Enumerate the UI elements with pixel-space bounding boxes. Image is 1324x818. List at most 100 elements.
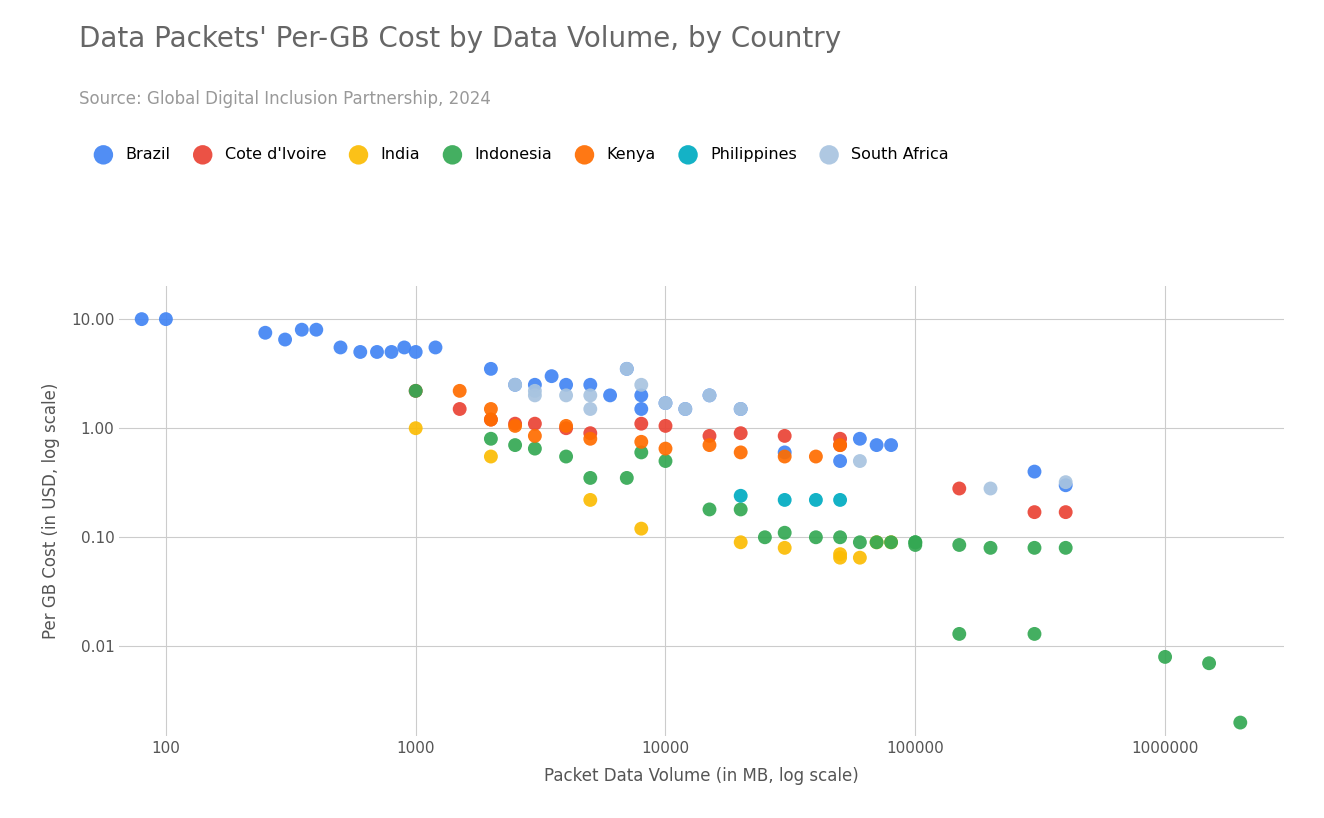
Brazil (481, 362, 502, 375)
Indonesia (775, 526, 796, 539)
Brazil (330, 341, 351, 354)
Brazil (393, 341, 414, 354)
South Africa (556, 389, 577, 402)
X-axis label: Packet Data Volume (in MB, log scale): Packet Data Volume (in MB, log scale) (544, 767, 859, 785)
South Africa (524, 389, 545, 402)
South Africa (655, 397, 677, 410)
Brazil (580, 378, 601, 391)
South Africa (675, 402, 696, 416)
Indonesia (904, 538, 925, 551)
India (880, 536, 902, 549)
Indonesia (904, 536, 925, 549)
Brazil (849, 432, 870, 445)
Brazil (600, 389, 621, 402)
Philippines (730, 489, 751, 502)
Indonesia (1055, 542, 1076, 555)
South Africa (1055, 475, 1076, 488)
Philippines (805, 493, 826, 506)
Kenya (730, 446, 751, 459)
Brazil (730, 402, 751, 416)
Cote d'Ivoire (1023, 506, 1045, 519)
Cote d'Ivoire (580, 427, 601, 440)
South Africa (980, 482, 1001, 495)
Kenya (699, 438, 720, 452)
Cote d'Ivoire (949, 482, 970, 495)
Brazil (504, 378, 526, 391)
Indonesia (949, 627, 970, 640)
Brazil (367, 345, 388, 358)
Cote d'Ivoire (699, 429, 720, 443)
India (730, 536, 751, 549)
Brazil (425, 341, 446, 354)
India (830, 547, 851, 560)
Indonesia (849, 536, 870, 549)
Indonesia (504, 438, 526, 452)
Cote d'Ivoire (504, 417, 526, 430)
Brazil (405, 345, 426, 358)
Brazil (675, 402, 696, 416)
Indonesia (866, 536, 887, 549)
Brazil (556, 378, 577, 391)
Cote d'Ivoire (775, 429, 796, 443)
Kenya (449, 384, 470, 398)
Kenya (805, 450, 826, 463)
Cote d'Ivoire (481, 413, 502, 426)
Indonesia (524, 442, 545, 455)
Indonesia (616, 471, 637, 484)
Indonesia (699, 503, 720, 516)
Brazil (274, 333, 295, 346)
Kenya (481, 402, 502, 416)
Brazil (655, 397, 677, 410)
Legend: Brazil, Cote d'Ivoire, India, Indonesia, Kenya, Philippines, South Africa: Brazil, Cote d'Ivoire, India, Indonesia,… (87, 147, 949, 162)
Brazil (830, 455, 851, 468)
Brazil (775, 446, 796, 459)
Indonesia (405, 384, 426, 398)
Kenya (830, 438, 851, 452)
Brazil (350, 345, 371, 358)
Cote d'Ivoire (630, 417, 651, 430)
Indonesia (1198, 657, 1219, 670)
India (849, 551, 870, 564)
India (775, 542, 796, 555)
Indonesia (1023, 542, 1045, 555)
India (866, 536, 887, 549)
Brazil (254, 326, 275, 339)
India (630, 522, 651, 535)
Text: Source: Global Digital Inclusion Partnership, 2024: Source: Global Digital Inclusion Partner… (79, 90, 491, 108)
South Africa (616, 362, 637, 375)
Cote d'Ivoire (449, 402, 470, 416)
Indonesia (481, 432, 502, 445)
Indonesia (805, 531, 826, 544)
Indonesia (949, 538, 970, 551)
Indonesia (556, 450, 577, 463)
India (830, 551, 851, 564)
Indonesia (580, 471, 601, 484)
South Africa (524, 384, 545, 398)
India (580, 493, 601, 506)
Philippines (775, 493, 796, 506)
India (405, 421, 426, 434)
Indonesia (655, 455, 677, 468)
Brazil (1055, 479, 1076, 492)
Indonesia (1023, 627, 1045, 640)
Cote d'Ivoire (830, 438, 851, 452)
Brazil (542, 370, 563, 383)
South Africa (630, 378, 651, 391)
Indonesia (1155, 650, 1176, 663)
Cote d'Ivoire (655, 420, 677, 433)
Brazil (155, 312, 176, 326)
Kenya (580, 432, 601, 445)
Brazil (1023, 465, 1045, 479)
Indonesia (755, 531, 776, 544)
India (481, 450, 502, 463)
Indonesia (630, 446, 651, 459)
Brazil (131, 312, 152, 326)
Philippines (830, 493, 851, 506)
Brazil (306, 323, 327, 336)
Text: Data Packets' Per-GB Cost by Data Volume, by Country: Data Packets' Per-GB Cost by Data Volume… (79, 25, 842, 52)
Indonesia (830, 531, 851, 544)
Kenya (655, 442, 677, 455)
Cote d'Ivoire (730, 427, 751, 440)
Cote d'Ivoire (830, 432, 851, 445)
Brazil (699, 389, 720, 402)
